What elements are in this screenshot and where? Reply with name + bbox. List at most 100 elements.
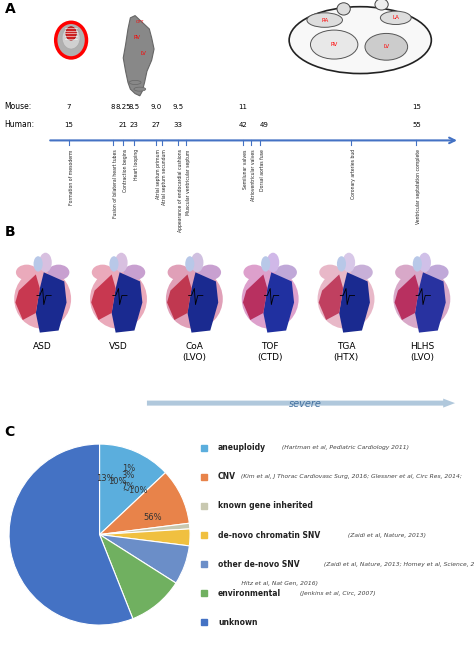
Polygon shape bbox=[123, 16, 154, 96]
Text: 8.5: 8.5 bbox=[128, 104, 140, 110]
Ellipse shape bbox=[427, 265, 448, 280]
Ellipse shape bbox=[337, 3, 350, 15]
Text: LV: LV bbox=[383, 45, 389, 49]
Text: Fusion of bilateral heart tubes: Fusion of bilateral heart tubes bbox=[112, 149, 118, 218]
Text: VSD: VSD bbox=[109, 342, 128, 351]
Text: 7%: 7% bbox=[121, 482, 135, 491]
Text: Atrial septum secundum: Atrial septum secundum bbox=[163, 149, 167, 205]
Text: Hitz et al, Nat Gen, 2016): Hitz et al, Nat Gen, 2016) bbox=[231, 581, 318, 586]
Ellipse shape bbox=[242, 269, 299, 329]
Ellipse shape bbox=[191, 253, 203, 273]
Ellipse shape bbox=[395, 265, 417, 280]
Wedge shape bbox=[100, 535, 189, 583]
Text: Ventricular septatation complete: Ventricular septatation complete bbox=[416, 149, 421, 224]
Text: Muscular ventricular septum: Muscular ventricular septum bbox=[186, 149, 191, 214]
Ellipse shape bbox=[413, 256, 422, 271]
Ellipse shape bbox=[318, 269, 374, 329]
Ellipse shape bbox=[62, 26, 80, 49]
Ellipse shape bbox=[375, 0, 388, 10]
Ellipse shape bbox=[261, 256, 270, 271]
Ellipse shape bbox=[48, 265, 69, 280]
Polygon shape bbox=[188, 273, 218, 333]
Text: 7: 7 bbox=[67, 104, 72, 110]
Text: de-novo chromatin SNV: de-novo chromatin SNV bbox=[218, 530, 320, 539]
Text: 13%: 13% bbox=[97, 474, 115, 483]
Ellipse shape bbox=[337, 256, 346, 271]
Text: 33: 33 bbox=[173, 122, 182, 128]
Text: ASD: ASD bbox=[33, 342, 52, 351]
Ellipse shape bbox=[365, 34, 408, 60]
Text: 8.25: 8.25 bbox=[116, 104, 131, 110]
Text: 49: 49 bbox=[260, 122, 269, 128]
Ellipse shape bbox=[393, 269, 450, 329]
Ellipse shape bbox=[319, 265, 341, 280]
Ellipse shape bbox=[168, 265, 189, 280]
Text: 3%: 3% bbox=[121, 472, 134, 480]
Text: Human:: Human: bbox=[5, 120, 35, 129]
Ellipse shape bbox=[109, 256, 118, 271]
Text: 9.5: 9.5 bbox=[172, 104, 183, 110]
Ellipse shape bbox=[92, 265, 113, 280]
Text: known gene inherited: known gene inherited bbox=[218, 501, 313, 510]
Ellipse shape bbox=[14, 269, 71, 329]
Polygon shape bbox=[15, 275, 40, 320]
Ellipse shape bbox=[275, 265, 297, 280]
Text: severe: severe bbox=[289, 399, 322, 409]
Ellipse shape bbox=[244, 265, 265, 280]
Text: 42: 42 bbox=[238, 122, 247, 128]
Text: Formation of mesoderm: Formation of mesoderm bbox=[69, 149, 74, 205]
Ellipse shape bbox=[134, 87, 146, 91]
Text: HLHS
(LVO): HLHS (LVO) bbox=[410, 342, 434, 362]
Ellipse shape bbox=[267, 253, 279, 273]
Text: 8: 8 bbox=[110, 104, 115, 110]
Ellipse shape bbox=[90, 269, 147, 329]
Text: 15: 15 bbox=[412, 104, 421, 110]
Ellipse shape bbox=[115, 253, 128, 273]
Text: (Zaidi et al, Nature, 2013; Homey et al, Science, 2015;: (Zaidi et al, Nature, 2013; Homey et al,… bbox=[322, 562, 474, 567]
Polygon shape bbox=[264, 273, 294, 333]
Wedge shape bbox=[100, 535, 176, 619]
Text: Coronary arteries bud: Coronary arteries bud bbox=[351, 149, 356, 200]
Text: CoA
(LVO): CoA (LVO) bbox=[182, 342, 206, 362]
Text: Semilunar valves: Semilunar valves bbox=[243, 149, 248, 189]
Text: Atrioventricular valves: Atrioventricular valves bbox=[251, 149, 256, 201]
Text: TGA
(HTX): TGA (HTX) bbox=[333, 342, 359, 362]
Ellipse shape bbox=[289, 6, 431, 74]
Text: RV: RV bbox=[134, 36, 140, 41]
Text: RV: RV bbox=[330, 42, 338, 47]
Text: A: A bbox=[5, 2, 16, 16]
Ellipse shape bbox=[200, 265, 221, 280]
Text: Contraction begins: Contraction begins bbox=[123, 149, 128, 193]
Text: LV: LV bbox=[140, 51, 146, 56]
Text: 56%: 56% bbox=[144, 513, 162, 522]
Ellipse shape bbox=[124, 265, 145, 280]
Ellipse shape bbox=[185, 256, 194, 271]
Polygon shape bbox=[319, 275, 343, 320]
Text: 55: 55 bbox=[412, 122, 421, 128]
Ellipse shape bbox=[307, 13, 342, 27]
Wedge shape bbox=[100, 473, 189, 535]
Text: 9.0: 9.0 bbox=[150, 104, 162, 110]
Text: Appearance of endocardial cushions: Appearance of endocardial cushions bbox=[178, 149, 182, 233]
Text: unknown: unknown bbox=[218, 618, 257, 627]
Text: (Zaidi et al, Nature, 2013): (Zaidi et al, Nature, 2013) bbox=[346, 532, 426, 537]
Text: environmental: environmental bbox=[218, 589, 281, 598]
Ellipse shape bbox=[34, 256, 43, 271]
Ellipse shape bbox=[351, 265, 373, 280]
Polygon shape bbox=[394, 275, 419, 320]
Polygon shape bbox=[36, 273, 66, 333]
Wedge shape bbox=[100, 523, 190, 535]
Text: OFT: OFT bbox=[136, 20, 144, 25]
Ellipse shape bbox=[343, 253, 355, 273]
Text: 10%: 10% bbox=[108, 477, 126, 486]
Text: 27: 27 bbox=[152, 122, 160, 128]
Text: LA: LA bbox=[392, 16, 399, 20]
Polygon shape bbox=[415, 273, 446, 333]
Text: TOF
(CTD): TOF (CTD) bbox=[257, 342, 283, 362]
Text: CNV: CNV bbox=[218, 472, 236, 481]
Text: C: C bbox=[5, 425, 15, 439]
Ellipse shape bbox=[39, 253, 52, 273]
Polygon shape bbox=[112, 273, 142, 333]
Ellipse shape bbox=[66, 26, 76, 40]
Ellipse shape bbox=[310, 30, 358, 59]
